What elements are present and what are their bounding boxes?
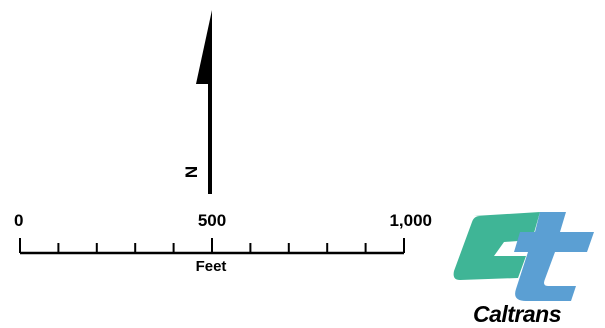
caltrans-logo: Caltrans [453,212,594,327]
scale-label: 500 [198,211,226,230]
north-arrow-head [196,10,212,84]
scale-bar: 0 500 1,000 Feet [14,211,432,275]
caltrans-wordmark: Caltrans [473,301,561,327]
scale-ticks [19,238,405,253]
north-arrow: N [182,10,212,194]
north-arrow-shaft [208,82,212,194]
scale-labels: 0 500 1,000 [14,211,432,230]
north-arrow-icon [196,10,212,194]
scale-unit-label: Feet [196,258,227,275]
logo-c-shape [453,212,540,280]
scale-label: 1,000 [389,211,432,230]
caltrans-ct-logo-icon [453,212,594,301]
north-label: N [182,166,201,178]
logo-t-shape [514,212,594,301]
scale-label: 0 [14,211,23,230]
